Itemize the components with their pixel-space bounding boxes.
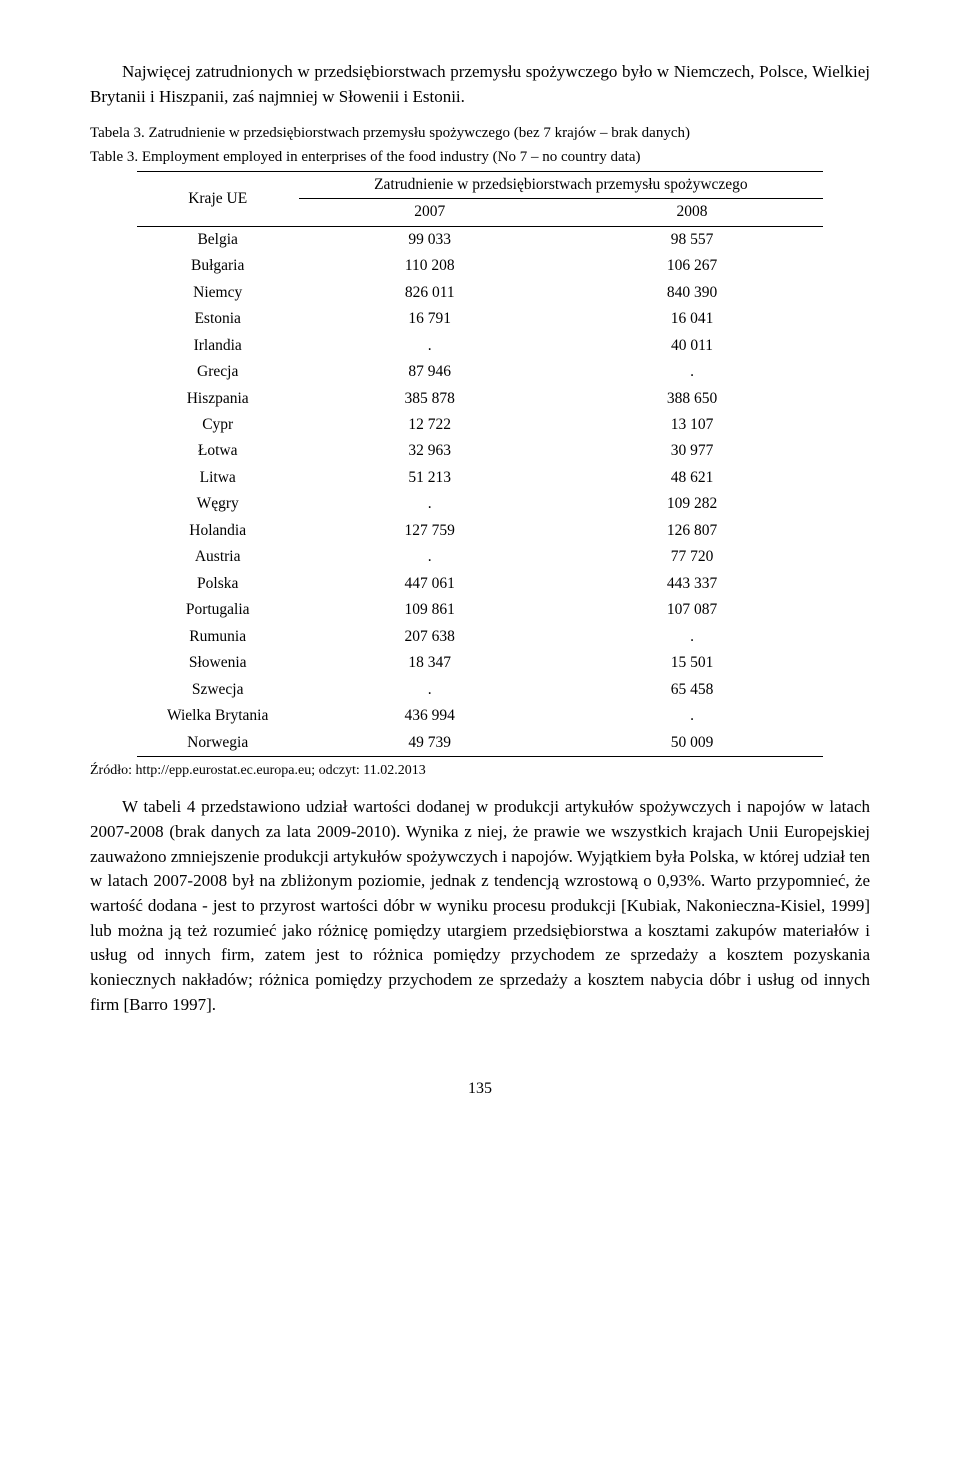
table-row: Łotwa32 96330 977: [137, 438, 823, 464]
value-2008: 40 011: [561, 333, 823, 359]
country-cell: Łotwa: [137, 438, 299, 464]
value-2008: 98 557: [561, 226, 823, 253]
table-source: Źródło: http://epp.eurostat.ec.europa.eu…: [90, 761, 870, 781]
value-2008: .: [561, 359, 823, 385]
table-row: Słowenia18 34715 501: [137, 650, 823, 676]
value-2007: 99 033: [299, 226, 561, 253]
value-2007: 87 946: [299, 359, 561, 385]
table-row: Portugalia109 861107 087: [137, 597, 823, 623]
page-number: 135: [90, 1077, 870, 1100]
country-cell: Litwa: [137, 465, 299, 491]
value-2007: .: [299, 491, 561, 517]
table-row: Irlandia.40 011: [137, 333, 823, 359]
table-row: Wielka Brytania436 994.: [137, 703, 823, 729]
value-2007: .: [299, 333, 561, 359]
value-2007: 18 347: [299, 650, 561, 676]
value-2008: 15 501: [561, 650, 823, 676]
country-cell: Polska: [137, 571, 299, 597]
table-row: Litwa51 21348 621: [137, 465, 823, 491]
value-2007: 12 722: [299, 412, 561, 438]
value-2007: 385 878: [299, 386, 561, 412]
value-2008: 443 337: [561, 571, 823, 597]
value-2007: 436 994: [299, 703, 561, 729]
value-2007: 109 861: [299, 597, 561, 623]
value-2007: .: [299, 677, 561, 703]
country-cell: Słowenia: [137, 650, 299, 676]
table-row: Rumunia207 638.: [137, 624, 823, 650]
table-row: Polska447 061443 337: [137, 571, 823, 597]
value-2007: 447 061: [299, 571, 561, 597]
value-2007: 110 208: [299, 253, 561, 279]
header-year-2008: 2008: [561, 199, 823, 226]
value-2008: 16 041: [561, 306, 823, 332]
value-2008: 109 282: [561, 491, 823, 517]
table-row: Holandia127 759126 807: [137, 518, 823, 544]
table-row: Norwegia49 73950 009: [137, 730, 823, 757]
country-cell: Austria: [137, 544, 299, 570]
country-cell: Węgry: [137, 491, 299, 517]
country-cell: Bułgaria: [137, 253, 299, 279]
table-row: Grecja87 946.: [137, 359, 823, 385]
country-cell: Niemcy: [137, 280, 299, 306]
table-row: Belgia99 03398 557: [137, 226, 823, 253]
country-cell: Estonia: [137, 306, 299, 332]
header-countries: Kraje UE: [137, 171, 299, 226]
header-year-2007: 2007: [299, 199, 561, 226]
table-caption-en: Table 3. Employment employed in enterpri…: [90, 147, 870, 169]
value-2008: 30 977: [561, 438, 823, 464]
country-cell: Belgia: [137, 226, 299, 253]
value-2007: 49 739: [299, 730, 561, 757]
body-paragraph: W tabeli 4 przedstawiono udział wartości…: [90, 795, 870, 1017]
value-2007: 16 791: [299, 306, 561, 332]
value-2008: 13 107: [561, 412, 823, 438]
table-row: Austria.77 720: [137, 544, 823, 570]
value-2008: 65 458: [561, 677, 823, 703]
intro-paragraph: Najwięcej zatrudnionych w przedsiębiorst…: [90, 60, 870, 109]
table-row: Niemcy826 011840 390: [137, 280, 823, 306]
country-cell: Szwecja: [137, 677, 299, 703]
header-span: Zatrudnienie w przedsiębiorstwach przemy…: [299, 171, 824, 198]
country-cell: Cypr: [137, 412, 299, 438]
table-row: Bułgaria110 208106 267: [137, 253, 823, 279]
value-2007: 32 963: [299, 438, 561, 464]
value-2008: 388 650: [561, 386, 823, 412]
country-cell: Holandia: [137, 518, 299, 544]
country-cell: Rumunia: [137, 624, 299, 650]
table-row: Estonia16 79116 041: [137, 306, 823, 332]
value-2008: .: [561, 703, 823, 729]
table-row: Szwecja.65 458: [137, 677, 823, 703]
country-cell: Norwegia: [137, 730, 299, 757]
value-2007: 127 759: [299, 518, 561, 544]
value-2008: 126 807: [561, 518, 823, 544]
country-cell: Hiszpania: [137, 386, 299, 412]
table-row: Węgry.109 282: [137, 491, 823, 517]
value-2007: 207 638: [299, 624, 561, 650]
value-2008: 50 009: [561, 730, 823, 757]
country-cell: Irlandia: [137, 333, 299, 359]
value-2008: .: [561, 624, 823, 650]
value-2008: 107 087: [561, 597, 823, 623]
country-cell: Portugalia: [137, 597, 299, 623]
table-caption-pl: Tabela 3. Zatrudnienie w przedsiębiorstw…: [90, 123, 870, 145]
value-2008: 106 267: [561, 253, 823, 279]
table-row: Hiszpania385 878388 650: [137, 386, 823, 412]
employment-table: Kraje UE Zatrudnienie w przedsiębiorstwa…: [137, 171, 823, 757]
value-2007: 826 011: [299, 280, 561, 306]
country-cell: Wielka Brytania: [137, 703, 299, 729]
value-2008: 840 390: [561, 280, 823, 306]
value-2007: 51 213: [299, 465, 561, 491]
value-2008: 77 720: [561, 544, 823, 570]
value-2007: .: [299, 544, 561, 570]
table-row: Cypr12 72213 107: [137, 412, 823, 438]
value-2008: 48 621: [561, 465, 823, 491]
country-cell: Grecja: [137, 359, 299, 385]
